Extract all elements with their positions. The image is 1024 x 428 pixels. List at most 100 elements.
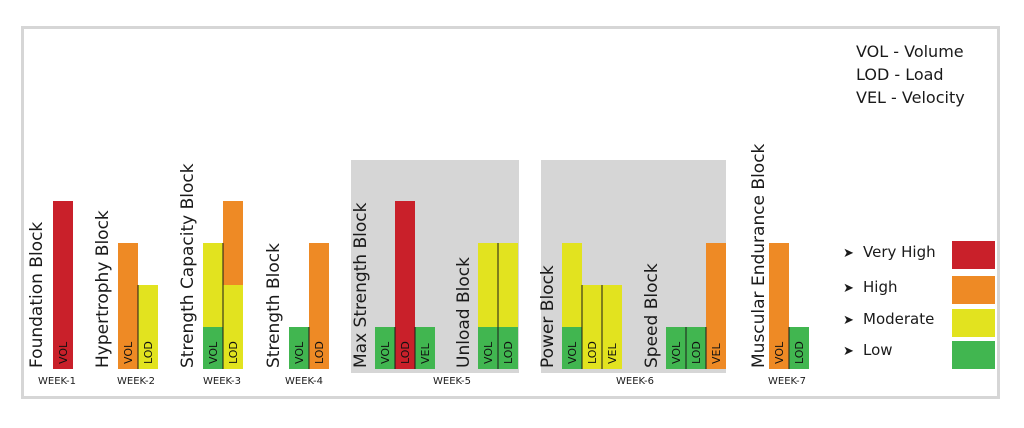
bar-segment [562, 285, 582, 327]
bar-segment [309, 285, 329, 327]
bar-metric-label: LOD [142, 341, 155, 364]
bar-segment [309, 327, 329, 369]
bar-segment [395, 243, 415, 285]
legend-label: High [863, 278, 897, 296]
bar-segment [375, 327, 395, 369]
legend-arrow-icon: ➤ [843, 344, 854, 359]
bar-segment [203, 285, 223, 327]
bar-metric-label: VOL [207, 341, 220, 364]
bar-segment [602, 327, 622, 369]
bar-segment [769, 285, 789, 327]
bar-segment [706, 243, 726, 285]
bar-segment [582, 285, 602, 327]
bar-metric-label: VOL [670, 341, 683, 364]
week-label: WEEK-2 [117, 376, 155, 387]
bar-segment [223, 201, 243, 243]
bar-segment [118, 327, 138, 369]
legend-arrow-icon: ➤ [843, 313, 854, 328]
bar-segment [686, 327, 706, 369]
bar-segment [769, 243, 789, 285]
week-label: WEEK-4 [285, 376, 323, 387]
bar-metric-label: VEL [710, 343, 723, 364]
block-name: Strength Capacity Block [178, 163, 198, 368]
bar-segment [415, 327, 435, 369]
week-label: WEEK-3 [203, 376, 241, 387]
week-label: WEEK-7 [768, 376, 806, 387]
bar-segment [53, 285, 73, 327]
abbreviation-line: VEL - Velocity [856, 88, 965, 107]
bar-metric-label: LOD [227, 341, 240, 364]
bar-metric-label: VEL [419, 343, 432, 364]
bar-segment [706, 285, 726, 327]
bar-segment [203, 327, 223, 369]
bar-segment [666, 327, 686, 369]
block-name: Strength Block [264, 243, 284, 368]
bar-segment [138, 285, 158, 327]
bar-segment [53, 327, 73, 369]
week-label: WEEK-6 [616, 376, 654, 387]
bar-metric-label: LOD [690, 341, 703, 364]
block-name: Power Block [538, 265, 558, 368]
bar-segment [395, 327, 415, 369]
bar-segment [478, 285, 498, 327]
bar-metric-label: VOL [773, 341, 786, 364]
bar-segment [478, 243, 498, 285]
bar-metric-label: LOD [313, 341, 326, 364]
bar-segment [478, 327, 498, 369]
legend-label: Moderate [863, 310, 934, 328]
bar-metric-label: VOL [57, 341, 70, 364]
bar-segment [562, 243, 582, 285]
bar-metric-label: LOD [399, 341, 412, 364]
legend-label: Very High [863, 243, 936, 261]
bar-metric-label: VOL [379, 341, 392, 364]
bar-segment [289, 327, 309, 369]
bar-metric-label: VOL [122, 341, 135, 364]
bar-segment [498, 327, 518, 369]
bar-metric-label: VOL [482, 341, 495, 364]
bar-segment [602, 285, 622, 327]
bar-segment [309, 243, 329, 285]
block-name: Foundation Block [27, 222, 47, 368]
legend-swatch [952, 309, 995, 337]
legend-arrow-icon: ➤ [843, 281, 854, 296]
bar-segment [769, 327, 789, 369]
bar-metric-label: VOL [293, 341, 306, 364]
bar-segment [118, 243, 138, 285]
bar-segment [118, 285, 138, 327]
bar-segment [498, 243, 518, 285]
bar-metric-label: LOD [793, 341, 806, 364]
bar-metric-label: LOD [502, 341, 515, 364]
legend-swatch [952, 341, 995, 369]
bar-segment [223, 243, 243, 285]
bar-segment [789, 327, 809, 369]
bar-segment [706, 327, 726, 369]
block-name: Unload Block [454, 257, 474, 368]
block-name: Max Strength Block [351, 202, 371, 368]
bar-segment [562, 327, 582, 369]
legend-arrow-icon: ➤ [843, 246, 854, 261]
week-label: WEEK-5 [433, 376, 471, 387]
block-name: Speed Block [642, 263, 662, 368]
bar-segment [223, 285, 243, 327]
bar-segment [498, 285, 518, 327]
week-label: WEEK-1 [38, 376, 76, 387]
bar-segment [138, 327, 158, 369]
block-name: Muscular Endurance Block [749, 143, 769, 368]
bar-segment [223, 327, 243, 369]
bar-segment [203, 243, 223, 285]
bar-metric-label: VOL [566, 341, 579, 364]
bar-segment [53, 201, 73, 243]
bar-metric-label: VEL [606, 343, 619, 364]
bar-segment [53, 243, 73, 285]
abbreviation-line: LOD - Load [856, 65, 944, 84]
bar-segment [582, 327, 602, 369]
bar-metric-label: LOD [586, 341, 599, 364]
bar-segment [395, 285, 415, 327]
abbreviation-line: VOL - Volume [856, 42, 964, 61]
legend-swatch [952, 241, 995, 269]
legend-label: Low [863, 341, 893, 359]
legend-swatch [952, 276, 995, 304]
block-name: Hypertrophy Block [93, 210, 113, 368]
